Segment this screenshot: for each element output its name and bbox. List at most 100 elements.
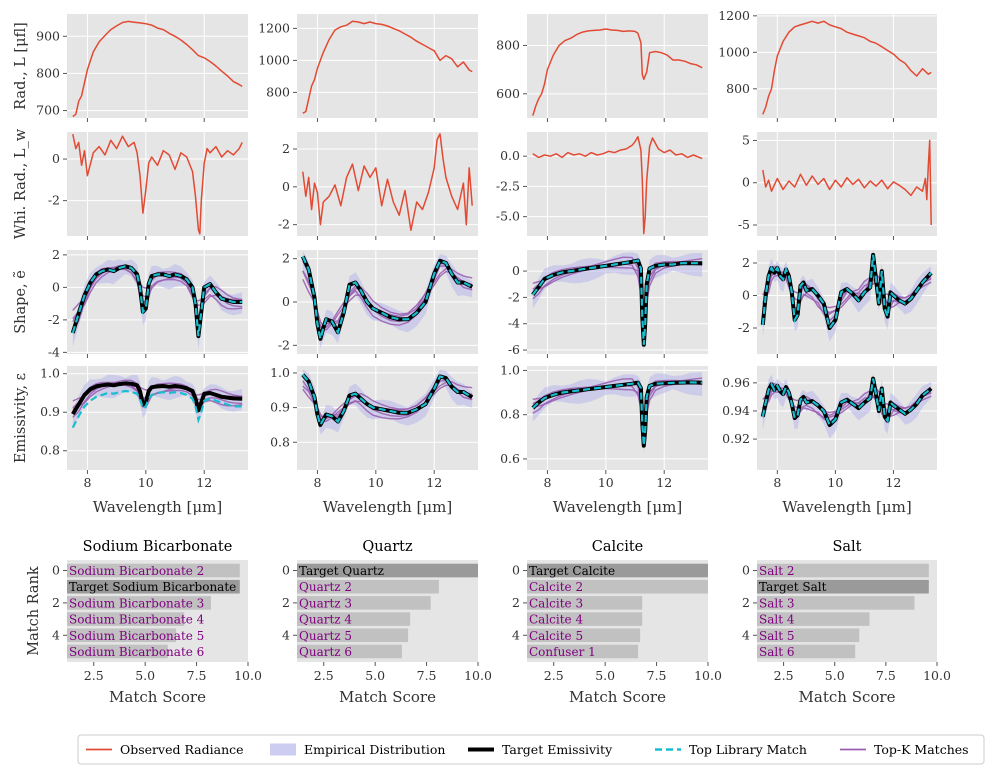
bar-label: Salt 4: [759, 613, 795, 627]
bar: [67, 596, 211, 610]
row-label: Emissivity, ε: [13, 373, 29, 463]
bar: [297, 644, 402, 659]
series-line-observed-radiance: [762, 139, 932, 226]
bar-label: Calcite 3: [529, 596, 583, 610]
legend-swatch: [270, 743, 296, 756]
tick-label-x: 10: [598, 475, 614, 490]
panel-ranking-0: 2.5 5.0 7.5 10.0 0 2 4 Sodium Bicarbonate 2 Targ…: [52, 539, 262, 706]
tick-label-y: 0.8: [500, 407, 520, 422]
bar-label: Quartz 3: [299, 596, 352, 610]
tick-label-y: -4: [508, 316, 520, 331]
tick-label-y: -5: [738, 217, 750, 232]
tick-label-y: 2: [282, 595, 290, 610]
panel-title: Quartz: [362, 539, 413, 555]
axis-label-x: Wavelength [μm]: [553, 498, 682, 516]
panel-radiance-2: 600 800: [496, 14, 708, 122]
tick-label-x: 8: [313, 475, 321, 490]
bar: [297, 612, 411, 626]
tick-label-x: 8: [543, 475, 551, 490]
tick-label-y: 0: [52, 563, 60, 578]
panel-whitened-0: -2 0: [48, 132, 248, 240]
tick-label-y: 0: [52, 151, 60, 166]
tick-label-y: -2: [48, 312, 60, 327]
panel-radiance-1: 800 1000 1200: [258, 14, 478, 122]
legend: Observed Radiance Empirical Distribution T…: [77, 734, 985, 765]
tick-label-y: 0.9: [270, 400, 290, 415]
tick-label-x: 7.5: [876, 668, 896, 683]
tick-label-y: 4: [512, 627, 520, 642]
plot-background: [67, 132, 248, 236]
plot-background: [297, 132, 478, 236]
tick-label-y: 0.92: [722, 431, 750, 446]
tick-label-y: 0.0: [500, 148, 520, 163]
tick-label-x: 5.0: [825, 668, 845, 683]
tick-label-y: -2: [508, 289, 520, 304]
bar: [67, 563, 240, 578]
bar-label: Sodium Bicarbonate 3: [69, 596, 204, 610]
bar-label: Calcite 2: [529, 580, 583, 594]
tick-label-x: 12: [656, 475, 672, 490]
bar: [757, 563, 929, 578]
panel-shape-3: -2 0 2: [738, 249, 937, 358]
tick-label-y: 4: [742, 627, 750, 642]
bar-label: Sodium Bicarbonate 6: [69, 645, 204, 659]
bar: [67, 644, 168, 659]
plot-background: [297, 14, 478, 118]
tick-label-y: 2: [742, 255, 750, 270]
panel-ranking-2: 2.5 5.0 7.5 10.0 0 2 4 Target Calcite Calcite 2 C…: [512, 539, 722, 706]
plot-background: [67, 14, 248, 118]
tick-label-x: 10: [138, 475, 154, 490]
tick-label-y: 0.96: [722, 375, 750, 390]
bar-label: Quartz 2: [299, 580, 352, 594]
series-line-observed-radiance: [302, 20, 473, 114]
tick-label-x: 12: [426, 475, 442, 490]
panel-radiance-0: 700 800 900: [36, 14, 248, 122]
panel-whitened-3: -5 0 5: [738, 132, 937, 240]
tick-label-x: 12: [196, 475, 212, 490]
tick-label-x: 10.0: [923, 668, 951, 683]
bar-label: Salt 6: [759, 645, 794, 659]
bar: [67, 612, 185, 626]
panel-emissivity-2: 0.6 0.8 1.0 8 10 12 Wavelength [μm]: [500, 362, 708, 516]
tick-label-x: 12: [885, 475, 901, 490]
tick-label-y: 2: [52, 247, 60, 262]
tick-label-x: 8: [83, 475, 91, 490]
tick-label-y: 0.9: [40, 404, 60, 419]
bar: [527, 579, 708, 594]
panel-ranking-3: 2.5 5.0 7.5 10.0 0 2 4 Salt 2 Target Salt Salt 3 S…: [742, 539, 951, 706]
tick-label-y: 0: [282, 294, 290, 309]
bar-label: Target Quartz: [299, 564, 384, 578]
tick-label-y: -4: [48, 344, 60, 359]
tick-label-y: 0: [512, 563, 520, 578]
legend-label: Observed Radiance: [120, 742, 244, 757]
tick-label-y: 2: [52, 595, 60, 610]
panel-shape-0: -4 -2 0 2: [48, 247, 248, 359]
panel-whitened-1: -2 0 2: [278, 132, 478, 240]
tick-label-x: 10: [827, 475, 843, 490]
series-line-top-library-match: [71, 389, 243, 429]
legend-label: Empirical Distribution: [304, 742, 445, 757]
tick-label-x: 10.0: [234, 668, 262, 683]
tick-label-y: 1.0: [500, 362, 520, 377]
series-line-topk-match: [302, 268, 473, 329]
series-line-observed-radiance: [532, 28, 703, 116]
bar-label: Calcite 4: [529, 613, 583, 627]
tick-label-y: 0: [742, 563, 750, 578]
tick-label-y: 2: [512, 595, 520, 610]
series-line-observed-radiance: [532, 136, 703, 235]
bar-label: Quartz 5: [299, 629, 352, 643]
bar: [757, 628, 860, 643]
series-line-top-library-match: [761, 254, 933, 331]
plot-background: [757, 14, 937, 118]
bar: [757, 644, 856, 659]
bar: [67, 628, 177, 643]
tick-label-y: 600: [496, 86, 520, 101]
series-line-top-library-match: [761, 378, 932, 427]
tick-label-y: 700: [36, 103, 60, 118]
plot-background: [757, 132, 937, 236]
tick-label-x: 5.0: [595, 668, 615, 683]
tick-label-y: -2: [278, 217, 290, 232]
bar-label: Salt 3: [759, 596, 794, 610]
bar-label: Quartz 6: [299, 645, 352, 659]
